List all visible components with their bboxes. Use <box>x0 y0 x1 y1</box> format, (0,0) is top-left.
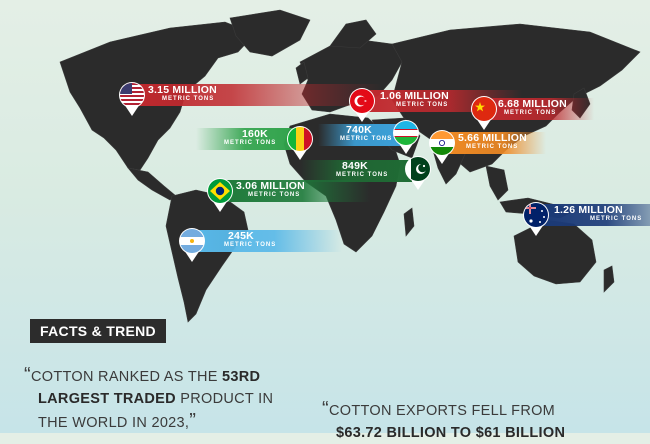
quote-text: THE WORLD IN 2023, <box>38 415 190 431</box>
uzbekistan-flag-icon <box>393 120 419 154</box>
value-text: 740K <box>346 124 372 136</box>
turkey-flag-icon <box>349 88 375 122</box>
value-band <box>536 204 650 226</box>
argentina-flag-icon <box>179 228 205 262</box>
value-text: 160K <box>242 128 268 140</box>
unit-text: METRIC TONS <box>590 216 643 222</box>
value-text: 245K <box>228 230 254 242</box>
value-text: 1.26 MILLION <box>554 204 623 216</box>
australia-flag-icon <box>523 202 549 236</box>
value-band <box>220 180 370 202</box>
value-band <box>196 128 304 150</box>
usa-flag-icon <box>119 82 145 116</box>
china-flag-icon <box>471 96 497 130</box>
unit-text: METRIC TONS <box>504 110 557 116</box>
quote-exports: “COTTON EXPORTS FELL FROM $63.72 BILLION… <box>322 398 642 444</box>
value-text: 3.06 MILLION <box>236 180 305 192</box>
quote-text: PRODUCT IN <box>175 391 274 407</box>
quote-line-1: “COTTON EXPORTS FELL FROM <box>322 398 642 422</box>
quote-text: COTTON RANKED AS THE <box>30 369 223 385</box>
value-band <box>442 132 546 154</box>
close-quote-mark: ” <box>189 410 197 432</box>
value-band <box>132 84 382 106</box>
india-flag-icon <box>429 130 455 164</box>
value-text: 5.66 MILLION <box>458 132 527 144</box>
value-band <box>318 124 410 146</box>
value-text: 3.15 MILLION <box>148 84 217 96</box>
southeast-asia <box>485 165 509 201</box>
mali-flag-icon <box>287 126 313 160</box>
quote-line-3: THE WORLD IN 2023,” <box>24 410 344 434</box>
value-band <box>484 98 594 120</box>
value-band <box>300 160 412 182</box>
unit-text: METRIC TONS <box>224 242 277 248</box>
new-zealand <box>603 265 615 293</box>
quote-line-2: $63.72 BILLION TO $61 BILLION <box>322 422 642 444</box>
value-text: 1.06 MILLION <box>380 90 449 102</box>
unit-text: METRIC TONS <box>162 96 215 102</box>
facts-heading: FACTS & TREND <box>30 319 166 343</box>
scandinavia <box>329 19 377 49</box>
unit-text: METRIC TONS <box>248 192 301 198</box>
quote-text: COTTON EXPORTS FELL FROM <box>328 403 556 419</box>
unit-text: METRIC TONS <box>224 140 277 146</box>
quote-emphasis: LARGEST TRADED <box>38 391 176 407</box>
quote-emphasis: $63.72 BILLION TO $61 BILLION <box>336 425 566 441</box>
pakistan-flag-icon <box>405 156 431 190</box>
unit-text: METRIC TONS <box>466 144 519 150</box>
madagascar <box>403 207 415 237</box>
open-quote-mark: “ <box>24 364 31 386</box>
value-band <box>192 230 342 252</box>
quote-line-1: “COTTON RANKED AS THE 53RD <box>24 364 344 388</box>
quote-emphasis: 53RD <box>222 369 261 385</box>
value-text: 849K <box>342 160 368 172</box>
unit-text: METRIC TONS <box>396 102 449 108</box>
value-text: 6.68 MILLION <box>498 98 567 110</box>
unit-text: METRIC TONS <box>340 136 393 142</box>
greenland <box>229 9 311 57</box>
open-quote-mark: “ <box>322 398 329 420</box>
quote-rank: “COTTON RANKED AS THE 53RD LARGEST TRADE… <box>24 364 344 434</box>
central-america <box>127 167 177 201</box>
unit-text: METRIC TONS <box>336 172 389 178</box>
quote-line-2: LARGEST TRADED PRODUCT IN <box>24 388 344 410</box>
brazil-flag-icon <box>207 178 233 212</box>
uk <box>295 61 309 85</box>
